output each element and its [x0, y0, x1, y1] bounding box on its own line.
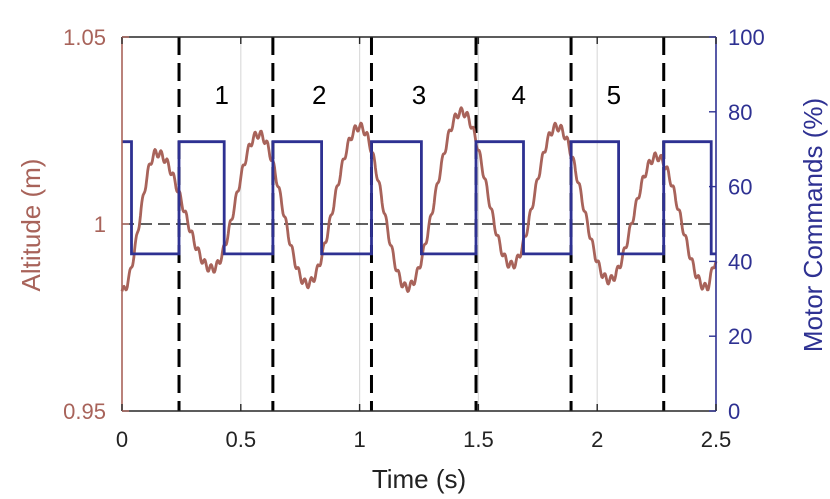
y-right-tick-label: 80 [728, 100, 752, 125]
x-tick-label: 1 [353, 427, 365, 452]
x-tick-label: 2 [591, 427, 603, 452]
labels-layer: Time (s) Altitude (m) Motor Commands (%) [16, 98, 828, 494]
y-left-tick-label: 1 [94, 212, 106, 237]
y-left-axis-label: Altitude (m) [16, 159, 46, 292]
x-tick-label: 1.5 [463, 427, 494, 452]
phase-label: 4 [512, 80, 526, 110]
motor-command-series-line [122, 140, 716, 256]
x-axis-label: Time (s) [372, 464, 466, 494]
x-tick-label: 0 [116, 427, 128, 452]
x-tick-label: 2.5 [701, 427, 732, 452]
phase-label: 2 [312, 80, 326, 110]
y-right-tick-label: 100 [728, 25, 765, 50]
y-right-tick-label: 40 [728, 249, 752, 274]
ticks-layer: 0 0.5 1 1.5 2 2.5 0.95 1 1.05 0 20 40 60 80 100 [63, 25, 765, 452]
altitude-series-line [120, 106, 718, 293]
y-right-tick-label: 20 [728, 324, 752, 349]
y-left-tick-label: 0.95 [63, 399, 106, 424]
y-right-axis-label: Motor Commands (%) [798, 98, 828, 352]
phase-label: 3 [412, 80, 426, 110]
series-layer [120, 106, 718, 293]
x-tick-label: 0.5 [226, 427, 257, 452]
y-right-tick-label: 0 [728, 399, 740, 424]
phase-label: 1 [215, 80, 229, 110]
y-right-tick-label: 60 [728, 175, 752, 200]
phase-label: 5 [607, 80, 621, 110]
y-left-tick-label: 1.05 [63, 25, 106, 50]
